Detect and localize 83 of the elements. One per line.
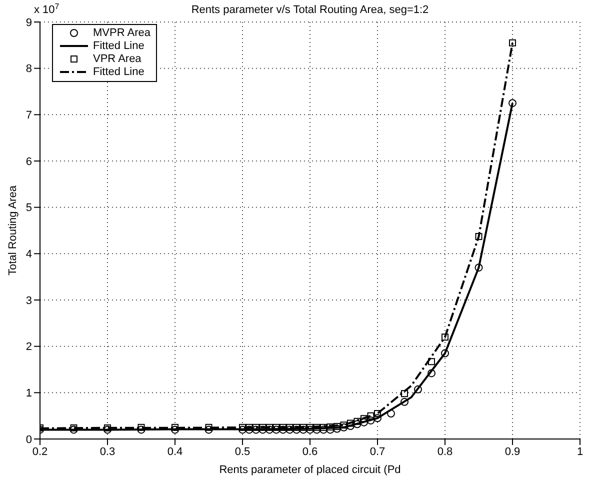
legend-label: Fitted Line — [93, 40, 144, 52]
point — [428, 358, 435, 366]
point — [374, 410, 381, 418]
point — [475, 233, 482, 240]
x-tick-label: 0.3 — [100, 446, 116, 458]
legend-label: Fitted Line — [93, 66, 144, 78]
point — [259, 424, 266, 431]
point — [205, 424, 212, 431]
point — [239, 424, 246, 431]
x-tick-label: 0.7 — [370, 446, 386, 458]
point — [246, 424, 253, 431]
point — [340, 423, 348, 432]
y-tick-label: 3 — [26, 294, 32, 307]
point — [266, 424, 273, 431]
point — [172, 424, 178, 431]
point — [441, 349, 449, 358]
point — [138, 424, 145, 431]
point — [509, 39, 516, 46]
x-tick-label: 0.6 — [302, 446, 318, 458]
y-tick-label: 2 — [26, 341, 32, 354]
point — [320, 426, 328, 434]
chart-title: Rents parameter v/s Total Routing Area, seg=1:2 — [191, 4, 429, 16]
point — [414, 385, 422, 394]
point — [252, 424, 260, 431]
point — [238, 426, 246, 434]
point — [300, 424, 307, 431]
x-tick-label: 0.4 — [167, 446, 183, 458]
point — [387, 410, 395, 418]
point — [400, 398, 408, 406]
point — [104, 424, 111, 432]
x-axis-title: Rents parameter of placed circuit (Pd — [219, 464, 401, 476]
point — [320, 424, 327, 431]
point — [428, 369, 436, 378]
point — [360, 418, 368, 426]
y-tick-label: 9 — [26, 16, 32, 29]
point — [280, 424, 286, 431]
y-tick-label: 7 — [26, 110, 32, 122]
point — [474, 264, 483, 272]
point — [306, 424, 314, 431]
x-tick-label: 0.5 — [234, 446, 250, 458]
point — [353, 420, 362, 428]
point — [204, 426, 213, 434]
point — [366, 416, 375, 424]
point — [442, 334, 448, 341]
point — [272, 424, 280, 431]
point — [293, 424, 300, 431]
point — [272, 426, 280, 434]
point — [70, 426, 78, 434]
point — [401, 390, 408, 398]
point — [334, 422, 340, 430]
point — [266, 426, 274, 434]
point — [374, 414, 382, 422]
point — [508, 99, 516, 108]
y-axis-title: Total Routing Area — [6, 184, 19, 276]
y-tick-label: 6 — [26, 156, 32, 168]
point — [340, 422, 348, 429]
point — [354, 418, 361, 425]
point — [104, 426, 112, 434]
point — [286, 424, 294, 431]
legend-label: VPR Area — [93, 53, 142, 65]
text: x 10$^{7}$ — [34, 2, 60, 16]
x-tick-label: 0.2 — [32, 446, 48, 458]
y-tick-label: 5 — [26, 202, 32, 214]
point — [252, 426, 260, 434]
y-tick-label: 4 — [26, 248, 32, 261]
point — [286, 426, 294, 434]
point — [258, 426, 267, 434]
x-tick-label: 0.9 — [504, 446, 520, 458]
point — [313, 424, 320, 431]
y-tick-label: 0 — [26, 434, 32, 446]
x-tick-label: 0.8 — [437, 446, 453, 458]
point — [306, 426, 314, 434]
y-tick-label: 1 — [26, 388, 32, 400]
point — [70, 424, 78, 432]
point — [347, 420, 354, 427]
x-tick-label: 1 — [576, 446, 584, 458]
point — [367, 412, 374, 420]
point — [326, 423, 334, 430]
legend-label: MVPR Area — [93, 27, 150, 39]
point — [171, 426, 179, 434]
point — [360, 415, 368, 422]
point — [137, 426, 146, 434]
y-tick-label: 8 — [26, 63, 32, 76]
